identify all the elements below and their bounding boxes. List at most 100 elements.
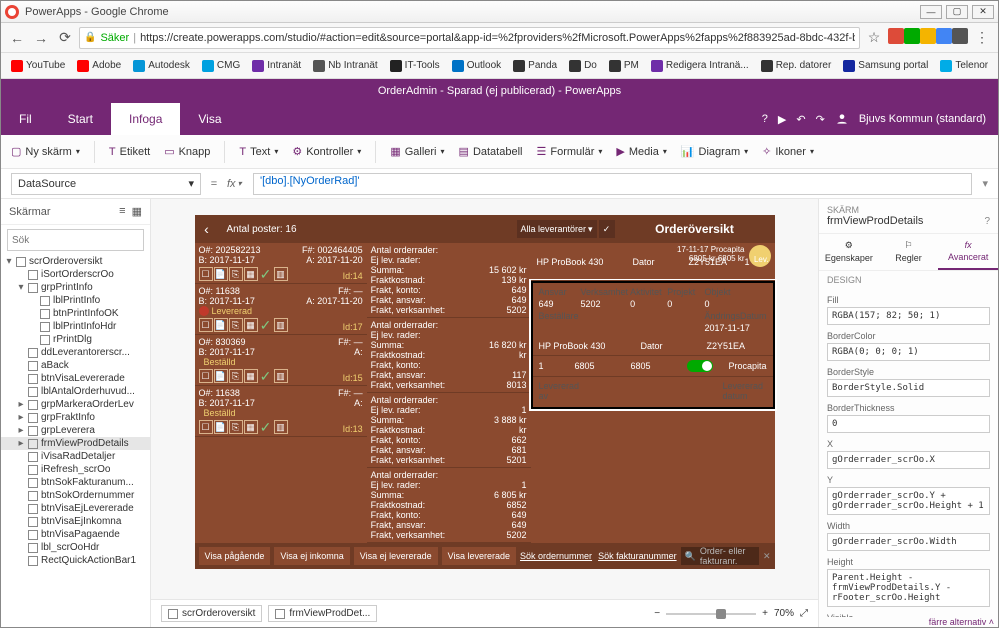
tree-node[interactable]: aBack: [1, 359, 150, 372]
property-value-input[interactable]: gOrderrader_scrOo.X: [827, 451, 990, 469]
tree-node[interactable]: btnVisaEjLevererade: [1, 502, 150, 515]
order-card[interactable]: O#: 830369F#: — B: 2017-11-17A: Beställd…: [195, 335, 367, 386]
toggle-switch[interactable]: [687, 360, 713, 372]
tree-node[interactable]: lblPrintInfoHdr: [1, 320, 150, 333]
bookmark-item[interactable]: Telia Ftg: [996, 58, 998, 74]
fewer-options-link[interactable]: färre alternativ ˄: [819, 617, 998, 627]
tree-node[interactable]: lblAntalOrderhuvud...: [1, 385, 150, 398]
user-icon[interactable]: [835, 112, 849, 126]
tool-media[interactable]: ▶Media▾: [616, 145, 666, 158]
breadcrumb[interactable]: frmViewProdDet...: [268, 605, 377, 622]
supplier-check[interactable]: ✓: [599, 220, 615, 238]
zoom-slider[interactable]: [666, 613, 756, 615]
order-card[interactable]: O#: 11638F#: — B: 2017-11-17A: 2017-11-2…: [195, 284, 367, 335]
tree-node[interactable]: btnVisaEjInkomna: [1, 515, 150, 528]
order-card[interactable]: O#: 202582213F#: 002464405 B: 2017-11-17…: [195, 243, 367, 284]
tree-node[interactable]: btnPrintInfoOK: [1, 307, 150, 320]
bookmark-item[interactable]: Panda: [509, 58, 561, 74]
tree-node[interactable]: ▸grpLeverera: [1, 424, 150, 437]
bookmark-item[interactable]: Outlook: [448, 58, 505, 74]
tool-diagram[interactable]: 📊Diagram▾: [681, 145, 748, 158]
tree-node[interactable]: btnSokOrdernummer: [1, 489, 150, 502]
ribbon-tab-fil[interactable]: Fil: [1, 103, 50, 135]
forward-icon[interactable]: →: [31, 28, 51, 48]
tree-node[interactable]: ▾grpPrintInfo: [1, 281, 150, 294]
minimize-button[interactable]: —: [920, 5, 942, 19]
props-tab-egenskaper[interactable]: ⚙Egenskaper: [819, 234, 879, 270]
tree-node[interactable]: iVisaRadDetaljer: [1, 450, 150, 463]
tree-node[interactable]: RectQuickActionBar1: [1, 554, 150, 567]
tree-node[interactable]: rPrintDlg: [1, 333, 150, 346]
bookmark-item[interactable]: Telenor: [936, 58, 992, 74]
maximize-button[interactable]: ▢: [946, 5, 968, 19]
property-value-input[interactable]: gOrderrader_scrOo.Y + gOrderrader_scrOo.…: [827, 487, 990, 515]
tool-datatabell[interactable]: ▤Datatabell: [459, 145, 523, 158]
back-icon[interactable]: ←: [7, 28, 27, 48]
tree-search-input[interactable]: [7, 229, 144, 251]
extension-icon[interactable]: [904, 28, 920, 44]
tree-node[interactable]: btnVisaLevererade: [1, 372, 150, 385]
close-button[interactable]: ✕: [972, 5, 994, 19]
tree-node[interactable]: btnSokFakturanum...: [1, 476, 150, 489]
undo-icon[interactable]: ↶: [796, 113, 805, 126]
bookmark-item[interactable]: Do: [565, 58, 601, 74]
bookmark-item[interactable]: YouTube: [7, 58, 69, 74]
bookmark-item[interactable]: Redigera Intranä...: [647, 58, 753, 74]
zoom-in-icon[interactable]: +: [762, 608, 768, 619]
bookmark-item[interactable]: Rep. datorer: [757, 58, 836, 74]
bookmark-item[interactable]: Intranät: [248, 58, 305, 74]
reload-icon[interactable]: ⟳: [55, 28, 75, 48]
tool-ny-skärm[interactable]: ▢Ny skärm▾: [11, 145, 80, 158]
bookmark-item[interactable]: CMG: [198, 58, 244, 74]
tree-node[interactable]: ▸frmViewProdDetails: [1, 437, 150, 450]
footer-search-link[interactable]: Sök ordernummer: [520, 551, 592, 561]
tree-node[interactable]: lblPrintInfo: [1, 294, 150, 307]
footer-filter-button[interactable]: Visa pågående: [199, 547, 271, 565]
tool-kontroller[interactable]: ⚙Kontroller▾: [292, 145, 361, 158]
tree-node[interactable]: lbl_scrOoHdr: [1, 541, 150, 554]
props-tab-avancerat[interactable]: fxAvancerat: [938, 234, 998, 270]
tree-node[interactable]: ddLeverantorerscr...: [1, 346, 150, 359]
frmViewProdDetails-selection[interactable]: AnsvarVerksamhetAktivitetProjektObjekt64…: [531, 281, 775, 409]
extension-icon[interactable]: [920, 28, 936, 44]
redo-icon[interactable]: ↷: [816, 113, 825, 126]
tree-node[interactable]: btnVisaPagaende: [1, 528, 150, 541]
bookmark-item[interactable]: IT-Tools: [386, 58, 444, 74]
bookmark-item[interactable]: Autodesk: [129, 58, 194, 74]
bookmark-item[interactable]: Samsung portal: [839, 58, 932, 74]
clear-search-icon[interactable]: ✕: [763, 551, 771, 562]
tool-galleri[interactable]: ▦Galleri▾: [390, 145, 444, 158]
tree-node[interactable]: ▸grpFraktInfo: [1, 411, 150, 424]
app-back-icon[interactable]: ‹: [195, 221, 219, 237]
breadcrumb[interactable]: scrOrderoversikt: [161, 605, 262, 622]
zoom-out-icon[interactable]: −: [654, 608, 660, 619]
extension-icon[interactable]: [936, 28, 952, 44]
property-value-input[interactable]: gOrderrader_scrOo.Width: [827, 533, 990, 551]
tool-formulär[interactable]: ☰Formulär▾: [536, 145, 602, 158]
property-value-input[interactable]: RGBA(157; 82; 50; 1): [827, 307, 990, 325]
tree-node[interactable]: iRefresh_scrOo: [1, 463, 150, 476]
product-row[interactable]: HP ProBook 430 Dator Z2Y51EA 1 17-11-17 …: [531, 243, 775, 281]
tree-node[interactable]: ▾scrOrderoversikt: [1, 255, 150, 268]
property-dropdown[interactable]: DataSource▾: [11, 173, 201, 195]
footer-filter-button[interactable]: Visa ej inkomna: [274, 547, 349, 565]
extension-icon[interactable]: [888, 28, 904, 44]
account-label[interactable]: Bjuvs Kommun (standard): [859, 113, 986, 125]
tool-etikett[interactable]: TEtikett: [109, 146, 150, 158]
footer-filter-button[interactable]: Visa levererade: [442, 547, 516, 565]
tree-list-icon[interactable]: ≡: [119, 205, 125, 218]
fit-icon[interactable]: ⤢: [800, 608, 808, 619]
chrome-menu-icon[interactable]: ⋮: [972, 28, 992, 48]
ribbon-tab-start[interactable]: Start: [50, 103, 111, 135]
run-icon[interactable]: ▶: [778, 113, 786, 126]
tool-knapp[interactable]: ▭Knapp: [164, 145, 210, 158]
ribbon-tab-infoga[interactable]: Infoga: [111, 103, 180, 135]
ribbon-tab-visa[interactable]: Visa: [180, 103, 239, 135]
bookmark-item[interactable]: Adobe: [73, 58, 125, 74]
order-card[interactable]: O#: 11638F#: — B: 2017-11-17A: Beställd …: [195, 386, 367, 437]
property-value-input[interactable]: RGBA(0; 0; 0; 1): [827, 343, 990, 361]
tool-ikoner[interactable]: ✧Ikoner▾: [762, 145, 814, 158]
property-value-input[interactable]: BorderStyle.Solid: [827, 379, 990, 397]
property-value-input[interactable]: 0: [827, 415, 990, 433]
order-search-input[interactable]: 🔍 Order- eller fakturanr.: [681, 547, 759, 565]
